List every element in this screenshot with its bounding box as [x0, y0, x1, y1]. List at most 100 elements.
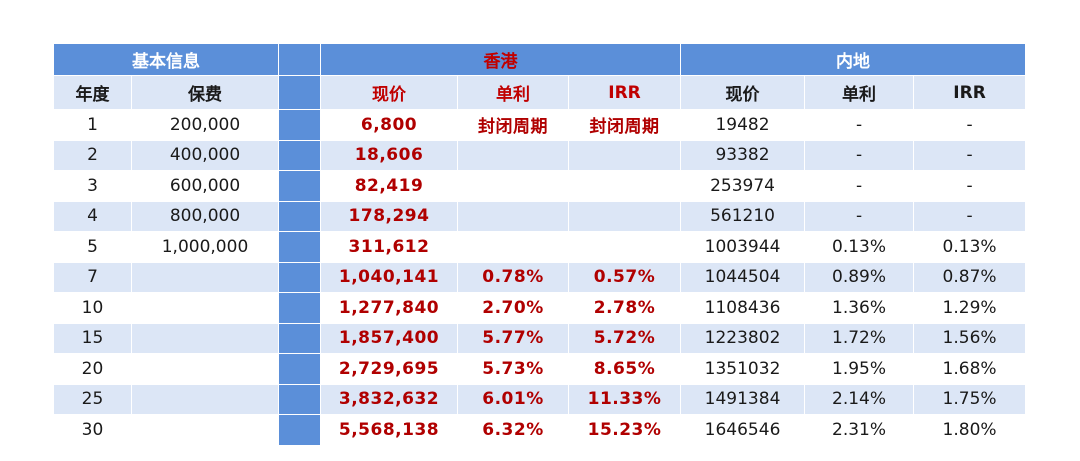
cell-hk-irr: 8.65%: [569, 354, 682, 385]
gap-column: [279, 232, 321, 263]
cell-premium: 1,000,000: [132, 232, 279, 263]
cell-hk-irr: [569, 171, 682, 202]
cell-hk-cash-value: 2,729,695: [321, 354, 458, 385]
cell-mainland-cash-value: 1646546: [681, 415, 806, 446]
cell-mainland-simple-interest: 2.14%: [805, 384, 915, 415]
cell-year: 3: [54, 171, 132, 202]
gap-column: [279, 415, 321, 446]
cell-hk-cash-value: 311,612: [321, 232, 458, 263]
gap-column: [279, 354, 321, 385]
cell-hk-simple-interest: 0.78%: [458, 262, 569, 293]
cell-premium: [132, 354, 279, 385]
cell-mainland-simple-interest: -: [805, 140, 915, 171]
cell-premium: [132, 262, 279, 293]
cell-premium: [132, 323, 279, 354]
gap-column: [279, 323, 321, 354]
cell-hk-simple-interest: 封闭周期: [458, 110, 569, 141]
cell-year: 5: [54, 232, 132, 263]
cell-hk-cash-value: 18,606: [321, 140, 458, 171]
cell-mainland-cash-value: 1108436: [681, 293, 806, 324]
cell-mainland-simple-interest: 1.95%: [805, 354, 915, 385]
header-year: 年度: [54, 76, 132, 110]
group-basic-info: 基本信息: [54, 44, 279, 76]
cell-mainland-cash-value: 1223802: [681, 323, 806, 354]
gap-column: [279, 262, 321, 293]
cell-year: 1: [54, 110, 132, 141]
group-hong-kong: 香港: [321, 44, 682, 76]
cell-premium: [132, 415, 279, 446]
cell-hk-simple-interest: [458, 140, 569, 171]
gap-column: [279, 76, 321, 110]
header-premium: 保费: [132, 76, 279, 110]
comparison-table-container: 基本信息 香港 内地 年度 保费 现价 单利 IRR 现价 单利 IRR 1 20…: [54, 44, 1027, 446]
cell-hk-cash-value: 3,832,632: [321, 384, 458, 415]
cell-hk-cash-value: 6,800: [321, 110, 458, 141]
cell-premium: [132, 384, 279, 415]
table-row: 25 3,832,632 6.01% 11.33% 1491384 2.14% 1.75%: [54, 384, 1027, 415]
cell-premium: 800,000: [132, 201, 279, 232]
cell-year: 30: [54, 415, 132, 446]
table-row: 5 1,000,000 311,612 1003944 0.13% 0.13%: [54, 232, 1027, 263]
cell-mainland-irr: -: [914, 201, 1027, 232]
header-mainland-simple-interest: 单利: [805, 76, 915, 110]
cell-mainland-simple-interest: 1.36%: [805, 293, 915, 324]
gap-column: [279, 171, 321, 202]
cell-hk-simple-interest: [458, 201, 569, 232]
cell-mainland-cash-value: 561210: [681, 201, 806, 232]
table-row: 4 800,000 178,294 561210- -: [54, 201, 1027, 232]
cell-hk-cash-value: 5,568,138: [321, 415, 458, 446]
table-row: 3 600,000 82,419 253974- -: [54, 171, 1027, 202]
cell-year: 25: [54, 384, 132, 415]
gap-column: [279, 384, 321, 415]
gap-column: [279, 201, 321, 232]
gap-column: [279, 44, 321, 76]
cell-premium: 400,000: [132, 140, 279, 171]
table-row: 2 400,000 18,606 93382- -: [54, 140, 1027, 171]
header-hk-irr: IRR: [569, 76, 682, 110]
cell-year: 7: [54, 262, 132, 293]
table-row: 7 1,040,141 0.78% 0.57% 1044504 0.89% 0.87%: [54, 262, 1027, 293]
cell-hk-irr: [569, 201, 682, 232]
cell-mainland-irr: 1.56%: [914, 323, 1027, 354]
header-hk-simple-interest: 单利: [458, 76, 569, 110]
cell-year: 4: [54, 201, 132, 232]
cell-hk-irr: 0.57%: [569, 262, 682, 293]
cell-hk-irr: 5.72%: [569, 323, 682, 354]
cell-year: 2: [54, 140, 132, 171]
cell-mainland-simple-interest: -: [805, 110, 915, 141]
cell-mainland-cash-value: 93382: [681, 140, 806, 171]
cell-mainland-simple-interest: 2.31%: [805, 415, 915, 446]
table-body: 1 200,000 6,800 封闭周期 封闭周期 19482- -2 400,000 18,6…: [54, 110, 1027, 446]
cell-mainland-cash-value: 1351032: [681, 354, 806, 385]
cell-year: 20: [54, 354, 132, 385]
cell-hk-irr: [569, 232, 682, 263]
cell-mainland-cash-value: 1003944: [681, 232, 806, 263]
cell-mainland-irr: 1.80%: [914, 415, 1027, 446]
cell-mainland-simple-interest: 0.13%: [805, 232, 915, 263]
cell-hk-cash-value: 82,419: [321, 171, 458, 202]
cell-hk-simple-interest: [458, 232, 569, 263]
cell-mainland-irr: 0.13%: [914, 232, 1027, 263]
cell-hk-simple-interest: 5.77%: [458, 323, 569, 354]
column-header-row: 年度 保费 现价 单利 IRR 现价 单利 IRR: [54, 76, 1027, 110]
group-header-row: 基本信息 香港 内地: [54, 44, 1027, 76]
cell-hk-simple-interest: 2.70%: [458, 293, 569, 324]
cell-premium: 200,000: [132, 110, 279, 141]
cell-mainland-simple-interest: 0.89%: [805, 262, 915, 293]
cell-mainland-cash-value: 1044504: [681, 262, 806, 293]
cell-mainland-simple-interest: -: [805, 201, 915, 232]
cell-mainland-irr: 1.29%: [914, 293, 1027, 324]
cell-hk-cash-value: 1,040,141: [321, 262, 458, 293]
cell-premium: [132, 293, 279, 324]
table-row: 15 1,857,400 5.77% 5.72% 1223802 1.72% 1.56%: [54, 323, 1027, 354]
cell-mainland-simple-interest: 1.72%: [805, 323, 915, 354]
cell-year: 10: [54, 293, 132, 324]
table-row: 20 2,729,695 5.73% 8.65% 1351032 1.95% 1.68%: [54, 354, 1027, 385]
gap-column: [279, 140, 321, 171]
table-row: 30 5,568,138 6.32% 15.23% 1646546 2.31% 1.80%: [54, 415, 1027, 446]
cell-hk-irr: [569, 140, 682, 171]
cell-hk-cash-value: 1,277,840: [321, 293, 458, 324]
table-row: 1 200,000 6,800 封闭周期 封闭周期 19482- -: [54, 110, 1027, 141]
gap-column: [279, 110, 321, 141]
comparison-table: 基本信息 香港 内地 年度 保费 现价 单利 IRR 现价 单利 IRR 1 20…: [54, 44, 1027, 446]
